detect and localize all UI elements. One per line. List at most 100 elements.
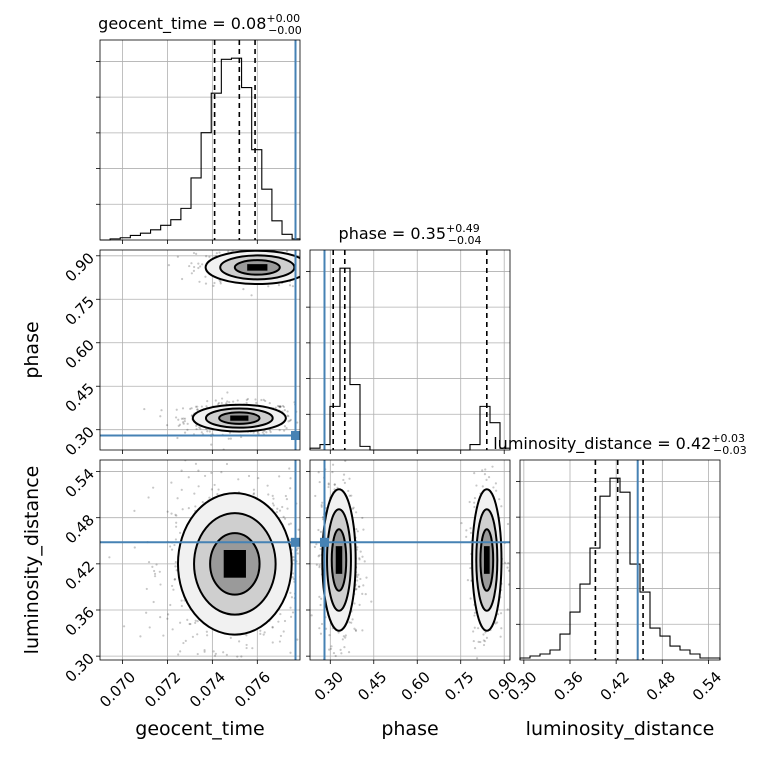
sample-point: [325, 276, 327, 278]
sample-point: [477, 640, 480, 643]
sample-point: [285, 250, 289, 253]
sample-point: [332, 651, 336, 655]
sample-point: [303, 276, 305, 278]
sample-point: [182, 422, 185, 425]
sample-point: [122, 625, 126, 628]
contour-line: [204, 407, 274, 429]
sample-point: [225, 402, 228, 405]
sample-point: [236, 399, 239, 402]
sample-point: [259, 632, 262, 635]
sample-point: [307, 528, 309, 530]
sample-point: [292, 555, 295, 559]
sample-point: [264, 399, 267, 403]
sample-point: [203, 649, 206, 652]
marginal-title: geocent_time = 0.08+0.00 −0.00: [98, 12, 302, 37]
sample-point: [226, 391, 229, 394]
sample-point: [276, 243, 278, 245]
sample-point: [245, 646, 248, 650]
sample-point: [305, 602, 307, 604]
sample-point: [358, 603, 361, 606]
sample-point: [170, 512, 173, 515]
sample-point: [148, 626, 151, 629]
title-text: luminosity_distance = 0.42: [493, 434, 711, 454]
sample-point: [198, 426, 201, 429]
sample-point: [277, 284, 281, 287]
contour-line: [218, 411, 261, 425]
sample-point: [353, 627, 356, 630]
contour-line: [475, 508, 499, 612]
sample-point: [361, 555, 364, 558]
title-text: phase = 0.35: [339, 224, 446, 243]
sample-point: [283, 409, 286, 412]
sample-point: [256, 431, 260, 434]
sample-point: [356, 575, 359, 579]
sample-point: [291, 572, 295, 575]
sample-point: [473, 472, 476, 475]
sample-point: [303, 562, 305, 564]
sample-point: [217, 401, 221, 405]
sample-point: [354, 629, 358, 633]
sample-point: [460, 521, 463, 525]
sample-point: [240, 435, 243, 439]
sample-point: [279, 612, 282, 616]
sample-point: [196, 620, 199, 623]
marginal-panel-luminosity_distance: luminosity_distance = 0.42+0.03 −0.03: [493, 432, 747, 661]
sample-point: [232, 400, 235, 403]
sample-point: [327, 482, 330, 485]
sample-point: [365, 576, 368, 579]
sample-point: [133, 509, 136, 512]
sample-point: [167, 613, 170, 616]
sample-point: [485, 478, 488, 481]
sample-point: [315, 273, 317, 275]
sample-point: [286, 410, 289, 413]
sample-point: [305, 258, 307, 260]
xtick-label: 0.60: [398, 668, 434, 704]
sample-point: [500, 627, 503, 630]
sample-point: [327, 483, 330, 486]
sample-point: [194, 462, 198, 465]
sample-point: [281, 404, 285, 408]
sample-point: [271, 626, 274, 629]
panel-frame: [99, 249, 301, 451]
sample-point: [199, 427, 202, 430]
sample-point: [205, 630, 208, 633]
sample-point: [288, 467, 291, 470]
sample-point: [212, 650, 215, 653]
sample-point: [287, 415, 290, 418]
sample-point: [200, 405, 204, 408]
sample-point: [227, 437, 230, 440]
sample-point: [174, 538, 178, 541]
sample-point: [319, 632, 323, 635]
sample-point: [296, 547, 300, 550]
sample-point: [321, 272, 323, 274]
sample-point: [176, 436, 179, 440]
sample-point: [206, 430, 209, 433]
sample-point: [472, 630, 475, 633]
sample-point: [333, 483, 336, 486]
sample-point: [196, 405, 199, 408]
sample-point: [237, 478, 240, 481]
sample-point: [357, 585, 361, 588]
sample-point: [197, 469, 200, 472]
sample-point: [333, 456, 335, 458]
truth-marker: [291, 537, 301, 547]
sample-point: [195, 424, 198, 427]
sample-point: [236, 655, 239, 658]
sample-point: [276, 507, 279, 510]
sample-point: [333, 483, 336, 486]
sample-point: [304, 412, 306, 414]
sample-point: [356, 530, 359, 533]
sample-point: [145, 611, 148, 614]
sample-point: [361, 629, 364, 632]
sample-point: [186, 618, 189, 622]
sample-point: [162, 634, 165, 637]
sample-point: [302, 413, 304, 415]
sample-point: [194, 619, 197, 622]
xtick-label: 0.75: [441, 668, 477, 704]
sample-point: [180, 604, 183, 608]
sample-point: [210, 443, 213, 446]
sample-point: [174, 565, 177, 568]
sample-point: [175, 514, 178, 517]
sample-point: [170, 548, 174, 551]
sample-point: [214, 652, 217, 655]
